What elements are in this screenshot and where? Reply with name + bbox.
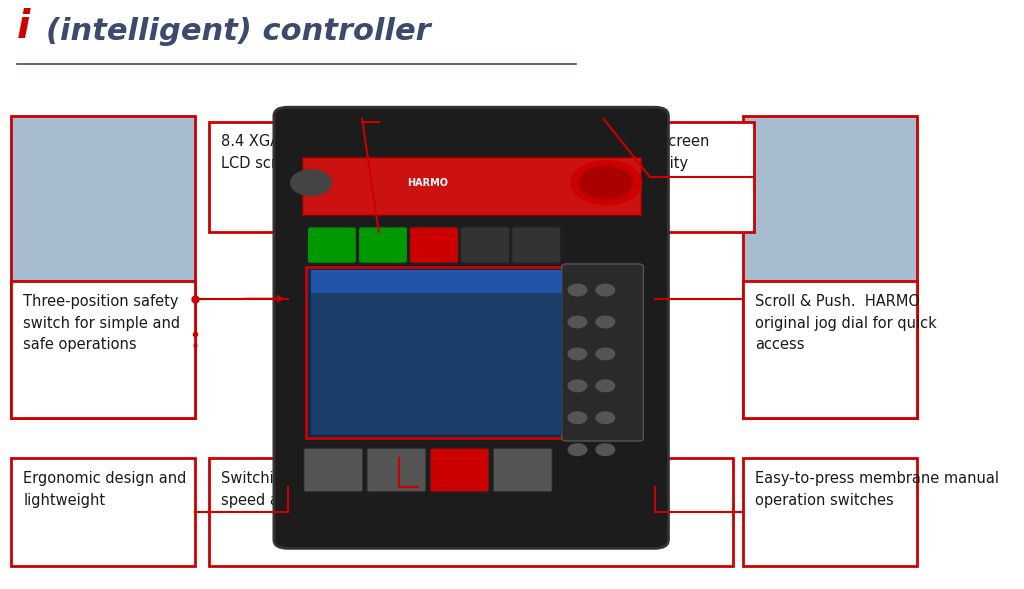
Bar bbox=[554, 122, 754, 232]
FancyBboxPatch shape bbox=[562, 264, 643, 441]
Text: Scroll & Push.  HARMO
original jog dial for quick
access: Scroll & Push. HARMO original jog dial f… bbox=[755, 294, 937, 352]
FancyBboxPatch shape bbox=[307, 227, 356, 263]
FancyBboxPatch shape bbox=[273, 107, 669, 548]
Text: i: i bbox=[16, 8, 30, 47]
Bar bbox=[11, 458, 195, 566]
Text: Three-position safety
switch for simple and
safe operations: Three-position safety switch for simple … bbox=[24, 294, 180, 352]
FancyBboxPatch shape bbox=[461, 227, 510, 263]
Bar bbox=[11, 282, 195, 418]
Circle shape bbox=[596, 348, 614, 360]
Circle shape bbox=[291, 170, 332, 196]
Text: (intelligent) controller: (intelligent) controller bbox=[46, 17, 431, 47]
Bar bbox=[306, 267, 566, 438]
FancyBboxPatch shape bbox=[512, 227, 561, 263]
Bar bbox=[742, 458, 918, 566]
Text: Switching the menu displays and data processing
speed are faster and more smooth: Switching the menu displays and data pro… bbox=[221, 471, 586, 508]
Circle shape bbox=[596, 316, 614, 328]
Circle shape bbox=[568, 412, 587, 423]
Circle shape bbox=[596, 380, 614, 392]
Bar bbox=[742, 282, 918, 418]
Circle shape bbox=[568, 316, 587, 328]
Circle shape bbox=[568, 380, 587, 392]
Bar bbox=[302, 157, 641, 214]
Bar bbox=[311, 270, 562, 435]
Circle shape bbox=[596, 444, 614, 455]
Bar bbox=[209, 458, 733, 566]
FancyBboxPatch shape bbox=[367, 448, 426, 492]
Circle shape bbox=[568, 444, 587, 455]
Text: Easy-to-press membrane manual
operation switches: Easy-to-press membrane manual operation … bbox=[755, 471, 998, 508]
FancyBboxPatch shape bbox=[358, 227, 408, 263]
Bar bbox=[742, 116, 918, 418]
Circle shape bbox=[568, 348, 587, 360]
Circle shape bbox=[581, 167, 632, 199]
FancyBboxPatch shape bbox=[303, 448, 362, 492]
Circle shape bbox=[596, 284, 614, 296]
Text: Colorful LED screen
for high visibility: Colorful LED screen for high visibility bbox=[566, 134, 710, 171]
Bar bbox=[311, 270, 562, 293]
Circle shape bbox=[596, 412, 614, 423]
Circle shape bbox=[571, 161, 641, 205]
Bar bbox=[11, 116, 195, 418]
Text: HARMO: HARMO bbox=[407, 178, 447, 188]
Circle shape bbox=[568, 284, 587, 296]
FancyBboxPatch shape bbox=[410, 227, 459, 263]
Text: Ergonomic design and
lightweight: Ergonomic design and lightweight bbox=[24, 471, 186, 508]
Bar bbox=[209, 122, 548, 232]
FancyBboxPatch shape bbox=[430, 448, 489, 492]
Text: 8.4 XGA (1024x768) high resolution
LCD screen with 260,000 colors.: 8.4 XGA (1024x768) high resolution LCD s… bbox=[221, 134, 484, 171]
FancyBboxPatch shape bbox=[493, 448, 552, 492]
